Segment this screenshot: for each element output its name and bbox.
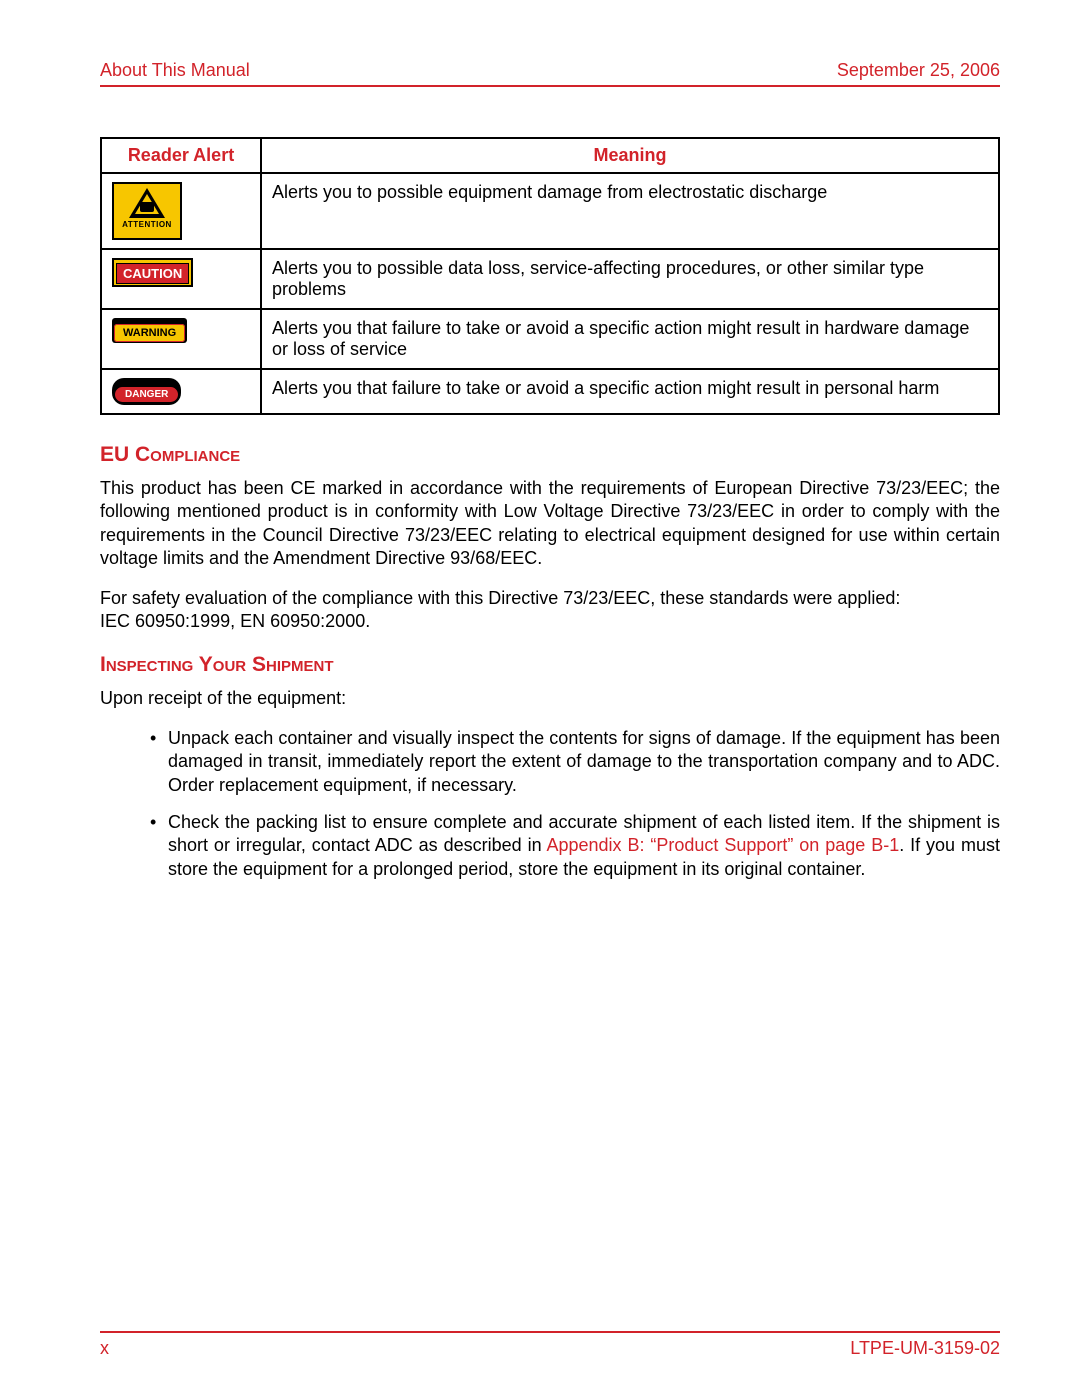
page: About This Manual September 25, 2006 Rea… (0, 0, 1080, 1397)
caution-label: CAUTION (116, 263, 189, 284)
eu-p2-line2: IEC 60950:1999, EN 60950:2000. (100, 611, 370, 631)
table-row: WARNING Alerts you that failure to take … (101, 309, 999, 369)
danger-label: DANGER (115, 387, 178, 402)
eu-paragraph-1: This product has been CE marked in accor… (100, 477, 1000, 571)
meaning-cell: Alerts you that failure to take or avoid… (261, 369, 999, 414)
page-header: About This Manual September 25, 2006 (100, 60, 1000, 87)
reader-alert-table: Reader Alert Meaning ATTENTION Alerts yo… (100, 137, 1000, 415)
meaning-cell: Alerts you that failure to take or avoid… (261, 309, 999, 369)
footer-right: LTPE-UM-3159-02 (850, 1338, 1000, 1359)
attention-esd-icon: ATTENTION (112, 182, 182, 240)
danger-icon: DANGER (112, 378, 181, 405)
page-footer: x LTPE-UM-3159-02 (100, 1338, 1000, 1359)
attention-label: ATTENTION (122, 220, 172, 229)
list-item: Unpack each container and visually inspe… (150, 727, 1000, 797)
col-reader-alert: Reader Alert (101, 138, 261, 173)
meaning-cell: Alerts you to possible data loss, servic… (261, 249, 999, 309)
eu-paragraph-2: For safety evaluation of the compliance … (100, 587, 1000, 634)
appendix-b-link[interactable]: Appendix B: “Product Support” on page B-… (547, 835, 900, 855)
meaning-cell: Alerts you to possible equipment damage … (261, 173, 999, 249)
inspecting-shipment-heading: Inspecting Your Shipment (100, 653, 1000, 677)
col-meaning: Meaning (261, 138, 999, 173)
shipment-list: Unpack each container and visually inspe… (100, 727, 1000, 881)
table-row: CAUTION Alerts you to possible data loss… (101, 249, 999, 309)
warning-label: WARNING (114, 324, 185, 342)
ship-intro: Upon receipt of the equipment: (100, 687, 1000, 710)
footer-rule (100, 1331, 1000, 1333)
eu-compliance-heading: EU Compliance (100, 443, 1000, 467)
header-left: About This Manual (100, 60, 250, 81)
eu-p2-line1: For safety evaluation of the compliance … (100, 588, 900, 608)
warning-icon: WARNING (112, 318, 187, 343)
list-item: Check the packing list to ensure complet… (150, 811, 1000, 881)
table-row: DANGER Alerts you that failure to take o… (101, 369, 999, 414)
header-right: September 25, 2006 (837, 60, 1000, 81)
caution-icon: CAUTION (112, 258, 193, 287)
footer-left: x (100, 1338, 109, 1359)
table-row: ATTENTION Alerts you to possible equipme… (101, 173, 999, 249)
